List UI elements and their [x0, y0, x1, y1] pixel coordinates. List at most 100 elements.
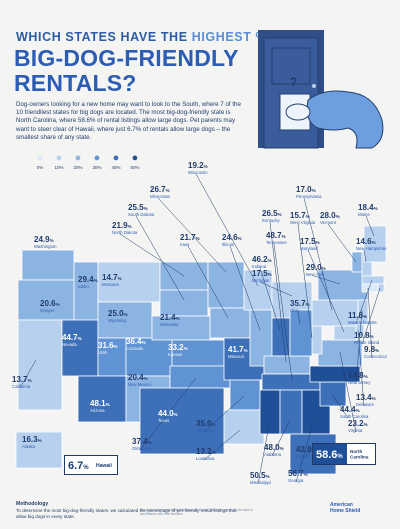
- value-label-nevada: 44.7%: [62, 333, 82, 342]
- state-oklahoma: [169, 365, 231, 389]
- state-kansas: [171, 339, 225, 367]
- value-label-massachusetts: 11.8%: [348, 311, 367, 320]
- value-label-alabama: 48.0%: [264, 443, 284, 452]
- legend-item: ● 50%: [128, 152, 142, 170]
- state-name-new-jersey: New Jersey: [348, 380, 371, 385]
- state-name-washington: Washington: [34, 244, 57, 249]
- state-montana: [97, 261, 161, 303]
- state-name-texas: Texas: [158, 418, 169, 423]
- value-label-colorado: 36.4%: [126, 337, 146, 346]
- paw-icon: ●: [93, 152, 101, 164]
- value-label-maryland: 17.5%: [300, 237, 320, 246]
- state-nebraska: [151, 315, 211, 341]
- hawaii-value: 6.7%: [68, 460, 89, 472]
- state-name-indiana: Indiana: [252, 264, 267, 269]
- title-line-2: BIG-DOG-FRIENDLY: [14, 45, 239, 71]
- state-name-arizona: Arizona: [90, 408, 105, 413]
- state-name-delaware: Delaware: [356, 402, 375, 407]
- door-knob: [312, 84, 316, 88]
- leader-maine: [365, 215, 375, 237]
- dog-head: [285, 103, 311, 121]
- state-nevada: [61, 319, 99, 377]
- value-label-texas: 44.0%: [158, 409, 178, 418]
- state-south-dakota: [159, 289, 209, 317]
- value-label-missouri: 41.7%: [228, 345, 248, 354]
- state-name-wisconsin: Wisconsin: [188, 170, 208, 175]
- paw-icon: ●: [74, 152, 82, 164]
- legend: ● 0% ● 10% ● 20% ● 30% ● 40% ● 50%: [33, 152, 142, 170]
- state-name-north-dakota: North Dakota: [112, 230, 138, 235]
- state-washington: [21, 249, 75, 281]
- legend-label: 0%: [36, 165, 44, 170]
- north-carolina-callout: 58.6% North Carolina: [312, 443, 376, 465]
- legend-item: ● 10%: [52, 152, 66, 170]
- door-dog-illustration: ?: [258, 30, 384, 149]
- state-name-rhode-island: Rhode Island: [354, 340, 380, 345]
- state-name-louisiana: Louisiana: [196, 456, 215, 461]
- nc-value-bg: [313, 444, 347, 464]
- nc-label: North Carolina: [350, 449, 369, 460]
- value-label-south-carolina: 44.4%: [340, 405, 360, 414]
- leader-delaware: [357, 329, 365, 407]
- legend-label: 50%: [130, 165, 140, 170]
- value-label-arkansas: 35.0%: [196, 419, 216, 428]
- value-label-illinois: 24.6%: [222, 233, 242, 242]
- state-name-maryland: Maryland: [300, 246, 318, 251]
- value-label-pennsylvania: 17.0%: [296, 185, 316, 194]
- state-name-new-york: New York: [306, 272, 325, 277]
- leader-north-dakota: [119, 233, 185, 277]
- state-name-minnesota: Minnesota: [150, 194, 170, 199]
- value-label-oregon: 20.6%: [40, 299, 60, 308]
- state-alaska: [15, 431, 63, 469]
- leader-california: [19, 359, 37, 389]
- state-name-south-carolina: South Carolina: [340, 414, 369, 419]
- state-name-montana: Montana: [102, 282, 119, 287]
- state-maryland: [333, 325, 357, 341]
- value-label-kansas: 33.2%: [168, 343, 188, 352]
- state-kentucky: [263, 355, 311, 375]
- legend-item: ● 20%: [71, 152, 85, 170]
- leader-wisconsin: [195, 173, 259, 287]
- value-label-connecticut: 9.8%: [364, 345, 379, 354]
- leader-south-carolina: [331, 393, 349, 419]
- legend-item: ● 30%: [90, 152, 104, 170]
- value-label-kentucky: 26.5%: [262, 209, 282, 218]
- leader-oklahoma: [139, 377, 197, 451]
- state-connecticut: [361, 283, 379, 293]
- state-name-massachusetts: Massachusetts: [348, 320, 377, 325]
- value-label-idaho: 29.4%: [78, 275, 98, 284]
- state-arkansas: [229, 379, 261, 411]
- nc-callout-svg: 58.6% North Carolina: [313, 444, 369, 464]
- paw-icon: ●: [55, 152, 63, 164]
- title-highlight: HIGHEST %: [191, 30, 268, 44]
- hawaii-callout-svg: 6.7% Hawaii: [68, 460, 112, 472]
- state-name-florida: Florida: [296, 454, 310, 459]
- paw-icon: ●: [131, 152, 139, 164]
- state-name-wyoming: Wyoming: [108, 318, 126, 323]
- value-label-south-dakota: 25.5%: [128, 203, 148, 212]
- value-label-oklahoma: 37.4%: [132, 437, 152, 446]
- leader-virginia: [339, 351, 357, 433]
- value-label-new-hampshire: 14.6%: [356, 237, 376, 246]
- source-note: The images featured within this American…: [140, 508, 253, 516]
- value-label-indiana: 46.2%: [252, 255, 272, 264]
- leader-maryland: [307, 249, 345, 333]
- leader-iowa: [187, 245, 229, 319]
- question-mark-icon: ?: [290, 75, 297, 89]
- leader-illinois: [229, 245, 261, 331]
- state-name-connecticut: Connecticut: [364, 354, 387, 359]
- state-arizona: [77, 375, 127, 423]
- leader-indiana: [259, 267, 281, 331]
- leader-pennsylvania: [303, 197, 333, 311]
- value-label-rhode-island: 10.8%: [354, 331, 374, 340]
- state-name-alaska: Alaska: [22, 444, 36, 449]
- legend-item: ● 0%: [33, 152, 47, 170]
- state-name-nevada: Nevada: [62, 342, 77, 347]
- state-name-nebraska: Nebraska: [160, 322, 179, 327]
- state-minnesota: [207, 261, 245, 309]
- leader-minnesota: [157, 197, 227, 273]
- state-new-york: [317, 269, 369, 301]
- legend-label: 40%: [111, 165, 121, 170]
- methodology-text: To determine the most big-dog-friendly s…: [16, 508, 237, 519]
- value-label-new-mexico: 20.4%: [128, 373, 148, 382]
